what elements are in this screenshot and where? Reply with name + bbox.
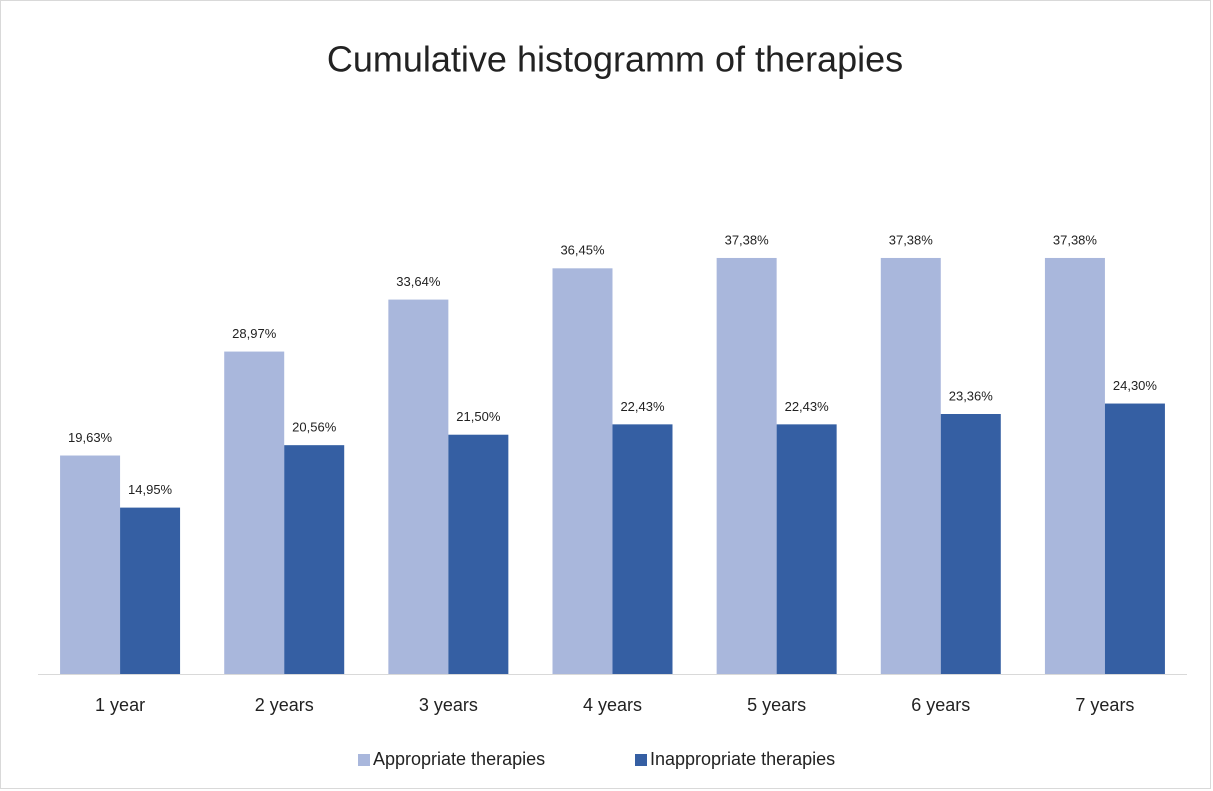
x-tick-label: 6 years [911, 695, 970, 715]
data-label: 21,50% [456, 409, 501, 424]
data-label: 37,38% [889, 232, 934, 247]
data-label: 22,43% [620, 399, 665, 414]
data-label: 19,63% [68, 430, 113, 445]
bar [284, 445, 345, 674]
bar [716, 257, 777, 674]
x-tick-label: 3 years [419, 695, 478, 715]
data-label: 37,38% [1053, 232, 1098, 247]
bar [448, 434, 509, 674]
bar [388, 299, 449, 674]
bar [880, 257, 941, 674]
legend-label: Appropriate therapies [373, 749, 545, 769]
legend-label: Inappropriate therapies [650, 749, 835, 769]
chart-title: Cumulative histogramm of therapies [327, 39, 903, 80]
bar [224, 351, 285, 674]
data-label: 22,43% [785, 399, 830, 414]
legend-swatch [358, 754, 370, 766]
data-label: 20,56% [292, 420, 337, 435]
bar [120, 507, 181, 674]
data-label: 14,95% [128, 482, 173, 497]
data-label: 23,36% [949, 388, 994, 403]
bar [60, 455, 121, 674]
data-label: 36,45% [560, 243, 605, 258]
legend-swatch [635, 754, 647, 766]
data-label: 33,64% [396, 274, 441, 289]
data-label: 28,97% [232, 326, 277, 341]
x-tick-label: 1 year [95, 695, 145, 715]
bar [776, 424, 837, 674]
x-tick-label: 4 years [583, 695, 642, 715]
data-label: 24,30% [1113, 378, 1158, 393]
x-tick-label: 5 years [747, 695, 806, 715]
bar [940, 414, 1001, 674]
bar [612, 424, 673, 674]
bar [1044, 257, 1105, 674]
bar [552, 268, 613, 674]
data-label: 37,38% [725, 232, 770, 247]
x-tick-label: 2 years [255, 695, 314, 715]
x-tick-label: 7 years [1075, 695, 1134, 715]
bar [1104, 403, 1165, 674]
